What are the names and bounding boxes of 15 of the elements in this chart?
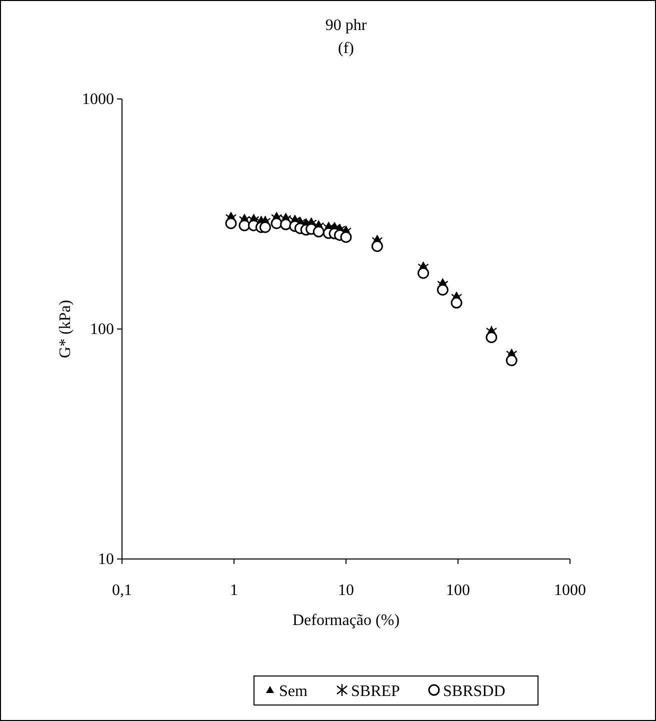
- chart-subtitle: (f): [338, 40, 354, 57]
- y-tick-label: 10: [98, 551, 114, 568]
- legend-label: Sem: [279, 683, 308, 700]
- legend-label: SBRSDD: [443, 683, 506, 700]
- x-tick-label: 1000: [554, 582, 586, 599]
- x-tick-label: 100: [446, 582, 470, 599]
- chart-title: 90 phr: [325, 17, 368, 34]
- x-tick-label: 1: [230, 582, 238, 599]
- x-axis-title: Deformação (%): [292, 612, 400, 629]
- x-tick-label: 0,1: [112, 582, 132, 599]
- x-tick-label: 10: [338, 582, 354, 599]
- y-axis-title: G* (kPa): [57, 300, 74, 358]
- legend-label: SBREP: [351, 683, 400, 700]
- y-tick-label: 100: [90, 321, 114, 338]
- y-tick-label: 1000: [82, 91, 114, 108]
